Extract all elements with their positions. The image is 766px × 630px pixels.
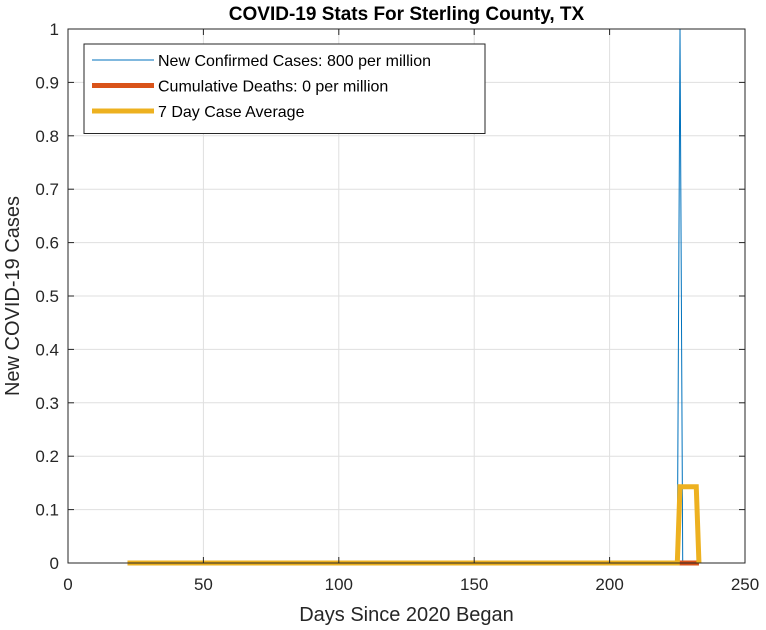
y-tick-label-3: 0.3 xyxy=(35,394,59,413)
y-tick-label-0: 0 xyxy=(50,554,59,573)
legend: New Confirmed Cases: 800 per million Cumu… xyxy=(83,43,486,134)
x-tick-label-1: 50 xyxy=(194,575,213,594)
y-tick-label-8: 0.8 xyxy=(35,127,59,146)
y-tick-label-7: 0.7 xyxy=(35,180,59,199)
x-tick-label-4: 200 xyxy=(595,575,623,594)
legend-label-1: Cumulative Deaths: 0 per million xyxy=(158,79,388,96)
y-tick-label-10: 1 xyxy=(50,20,59,39)
x-tick-label-0: 0 xyxy=(63,575,72,594)
chart-title: COVID-19 Stats For Sterling County, TX xyxy=(229,4,585,25)
tick-layer: 0 50 100 150 200 250 0 0.1 0.2 0.3 0.4 0.5 0.6 0.7 0.8… xyxy=(35,20,759,594)
y-axis-label: New COVID-19 Cases xyxy=(2,196,24,396)
legend-box xyxy=(83,43,486,134)
y-tick-label-1: 0.1 xyxy=(35,501,59,520)
y-tick-label-9: 0.9 xyxy=(35,73,59,92)
y-tick-label-2: 0.2 xyxy=(35,447,59,466)
x-tick-label-2: 100 xyxy=(325,575,353,594)
legend-label-2: 7 Day Case Average xyxy=(158,104,305,121)
x-tick-label-3: 150 xyxy=(460,575,488,594)
x-tick-label-5: 250 xyxy=(731,575,759,594)
y-tick-label-5: 0.5 xyxy=(35,287,59,306)
y-tick-label-4: 0.4 xyxy=(35,340,59,359)
y-tick-label-6: 0.6 xyxy=(35,234,59,253)
legend-label-0: New Confirmed Cases: 800 per million xyxy=(158,53,431,70)
x-axis-label: Days Since 2020 Began xyxy=(299,604,514,626)
